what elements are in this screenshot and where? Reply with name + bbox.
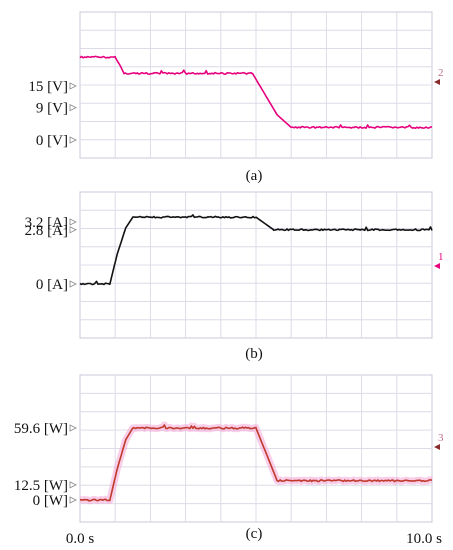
y-tick-label: 15 [V] <box>28 79 68 95</box>
x-tick-label: 10.0 s <box>406 531 442 547</box>
series-line <box>79 55 433 129</box>
y-tick-label: 3.2 [A] <box>25 215 68 231</box>
y-tick-arrow <box>69 496 77 504</box>
channel-marker-label: 3 <box>438 432 444 444</box>
y-tick-arrow <box>69 280 77 288</box>
panel-caption: (a) <box>246 168 263 184</box>
y-tick-arrow <box>69 481 77 489</box>
y-tick-arrow <box>69 218 77 226</box>
y-tick-arrow <box>69 424 77 432</box>
y-tick-label: 2.8 [A] <box>25 223 68 239</box>
y-tick-arrow <box>69 82 77 90</box>
y-tick-label: 0 [W] <box>33 493 68 509</box>
y-tick-label: 9 [V] <box>36 101 68 117</box>
y-tick-arrow <box>69 226 77 234</box>
chart-panel-3: 59.6 [W] 12.5 [W]0 [W] 3 (c) 0.0 s 10.0 s <box>14 374 444 547</box>
x-tick-label: 0.0 s <box>66 531 95 547</box>
chart-panel-1: 15 [V] 9 [V] 0 [V] 2 (a) <box>28 11 444 184</box>
series-line <box>80 424 433 502</box>
channel-marker-arrow <box>434 263 440 269</box>
y-tick-label: 0 [A] <box>36 277 68 293</box>
y-tick-label: 59.6 [W] <box>14 421 68 437</box>
panel-caption: (b) <box>245 346 263 362</box>
y-tick-arrow <box>69 136 77 144</box>
channel-marker-label: 2 <box>438 67 444 79</box>
chart-panel-2: 3.2 [A]2.8 [A] 0 [A] 1 (b) <box>25 191 444 362</box>
y-tick-arrow <box>69 103 77 112</box>
series-line <box>79 214 433 286</box>
panel-caption: (c) <box>246 526 263 542</box>
y-tick-label: 12.5 [W] <box>14 478 68 494</box>
channel-marker-arrow <box>434 79 440 85</box>
channel-marker-label: 1 <box>438 251 444 263</box>
y-tick-label: 0 [V] <box>36 133 68 149</box>
channel-marker-arrow <box>434 444 440 450</box>
